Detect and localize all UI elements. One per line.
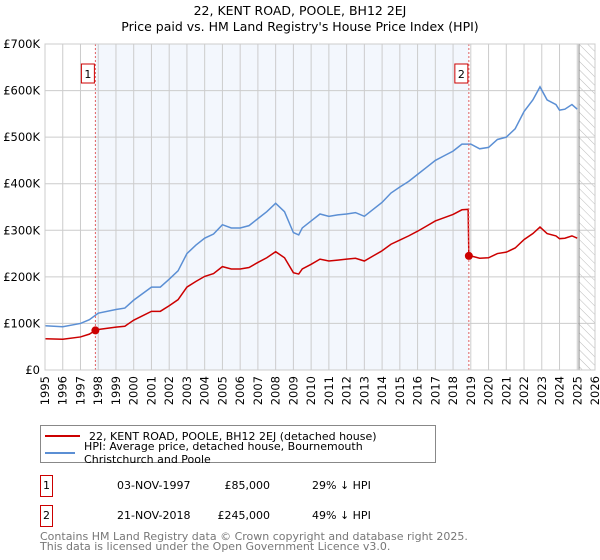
legend-label-hpi: HPI: Average price, detached house, Bour… xyxy=(84,440,363,466)
legend-swatch-property xyxy=(45,435,80,437)
x-tick-label: 2014 xyxy=(375,376,389,405)
y-tick-label: £400K xyxy=(3,177,40,191)
sale-price: £85,000 xyxy=(224,479,271,492)
sale-marker-badge: 1 xyxy=(40,475,53,497)
y-tick-label: £200K xyxy=(3,270,40,284)
x-tick-label: 2018 xyxy=(446,376,460,405)
chart-title: 22, KENT ROAD, POOLE, BH12 2EJ xyxy=(193,3,407,18)
x-tick-label: 2001 xyxy=(144,376,158,405)
property-series-line xyxy=(44,208,578,341)
legend-label-property: 22, KENT ROAD, POOLE, BH12 2EJ (detached… xyxy=(89,429,377,443)
x-tick-label: 2009 xyxy=(286,376,300,405)
x-tick-label: 2015 xyxy=(393,376,407,405)
x-tick-label: 2020 xyxy=(482,376,496,405)
legend-swatch-hpi xyxy=(45,452,76,454)
legend: 22, KENT ROAD, POOLE, BH12 2EJ (detached… xyxy=(40,425,436,466)
sale-label: 2 xyxy=(458,68,465,81)
sale-point xyxy=(91,326,100,335)
sale-date: 03-NOV-1997 xyxy=(117,479,191,492)
ownership-shaded-period xyxy=(95,44,469,370)
x-tick-label: 2023 xyxy=(535,376,549,405)
x-tick-label: 1998 xyxy=(91,376,105,405)
sale-hpi-diff: 49% ↓ HPI xyxy=(312,509,371,522)
line-chart: 1995 1996 1997 1998 1999 2000 2001 2002 2003 2004… xyxy=(3,37,600,405)
x-tick-label: 2008 xyxy=(269,376,283,405)
x-tick-label: 2007 xyxy=(251,376,265,405)
sale-row-2: 2 21-NOV-2018 £245,000 49% ↓ HPI xyxy=(40,505,540,529)
footer-copyright: Contains HM Land Registry data © Crown c… xyxy=(40,530,468,543)
x-tick-label: 2002 xyxy=(162,376,176,405)
y-tick-label: £0 xyxy=(25,363,40,377)
x-tick-label: 2021 xyxy=(499,376,513,405)
footer-licence: This data is licensed under the Open Gov… xyxy=(40,540,391,553)
x-tick-label: 2024 xyxy=(553,376,567,405)
sale-date: 21-NOV-2018 xyxy=(117,509,191,522)
x-tick-label: 2012 xyxy=(340,376,354,405)
y-tick-label: £700K xyxy=(3,37,40,51)
x-tick-label: 1997 xyxy=(73,376,87,405)
x-tick-label: 2022 xyxy=(517,376,531,405)
plot-frame xyxy=(44,43,596,371)
x-tick-label: 2011 xyxy=(322,376,336,405)
x-tick-label: 1995 xyxy=(38,376,52,405)
x-tick-label: 2000 xyxy=(127,376,141,405)
x-tick-label: 2004 xyxy=(198,376,212,405)
hpi-series-line xyxy=(44,85,578,328)
x-tick-label: 1996 xyxy=(56,376,70,405)
x-tick-label: 2016 xyxy=(411,376,425,405)
x-tick-label: 2025 xyxy=(570,376,584,405)
forecast-hatched-region xyxy=(579,44,595,370)
sale-hpi-diff: 29% ↓ HPI xyxy=(312,479,371,492)
x-tick-label: 2017 xyxy=(428,376,442,405)
sale-price: £245,000 xyxy=(217,509,271,522)
x-tick-label: 2019 xyxy=(464,376,478,405)
sale-label: 1 xyxy=(84,68,91,81)
x-tick-label: 2013 xyxy=(357,376,371,405)
y-tick-label: £300K xyxy=(3,223,40,237)
sale-point xyxy=(464,251,473,260)
x-tick-label: 2005 xyxy=(215,376,229,405)
sale-label-box xyxy=(454,63,469,84)
y-tick-label: £500K xyxy=(3,130,40,144)
x-tick-label: 2010 xyxy=(304,376,318,405)
y-tick-label: £600K xyxy=(3,84,40,98)
chart-subtitle: Price paid vs. HM Land Registry's House … xyxy=(121,19,479,34)
x-tick-label: 2026 xyxy=(588,376,600,405)
x-tick-label: 2006 xyxy=(233,376,247,405)
x-tick-label: 1999 xyxy=(109,376,123,405)
sale-marker-badge: 2 xyxy=(40,505,53,527)
sale-row-1: 1 03-NOV-1997 £85,000 29% ↓ HPI xyxy=(40,475,540,499)
y-tick-label: £100K xyxy=(3,316,40,330)
x-tick-label: 2003 xyxy=(180,376,194,405)
sale-label-box xyxy=(80,63,95,84)
